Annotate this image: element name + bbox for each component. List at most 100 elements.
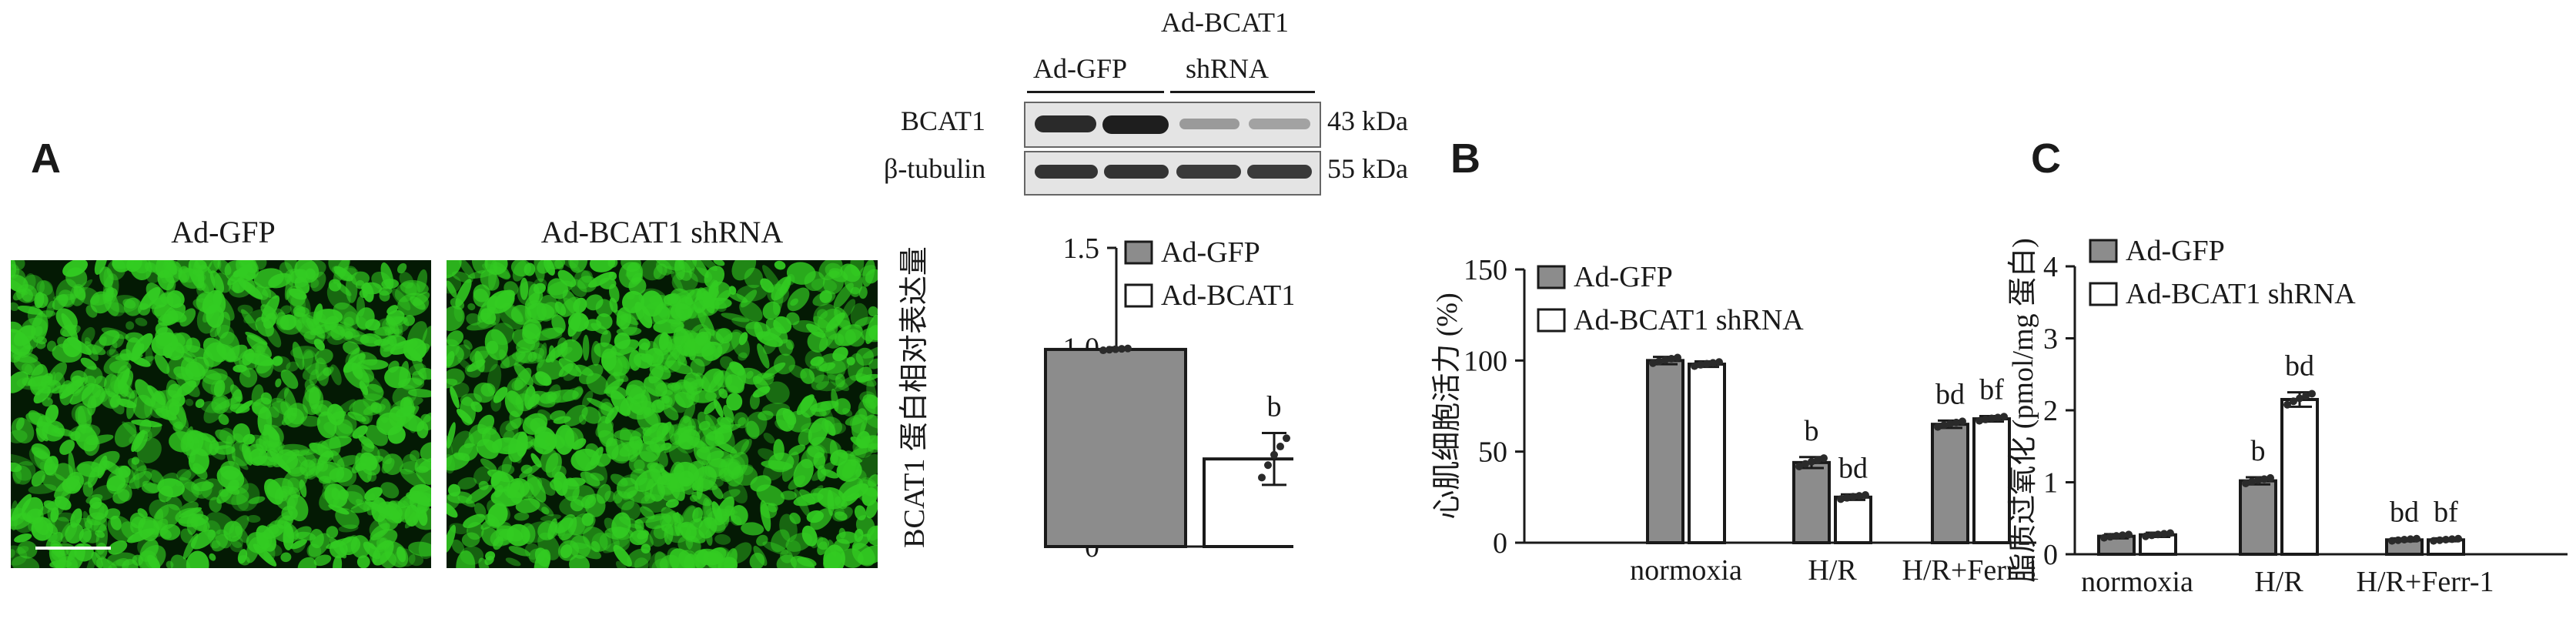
- cell-spot: [741, 522, 764, 536]
- cell-spot: [729, 439, 750, 459]
- cell-spot: [857, 545, 878, 565]
- cell-spot: [396, 262, 407, 274]
- x-tick-label: H/R: [1808, 554, 1857, 587]
- cell-spot: [284, 260, 298, 273]
- cell-spot: [58, 289, 75, 308]
- legend-entry: Ad-GFP: [1161, 236, 1260, 269]
- cell-spot: [451, 539, 465, 554]
- cell-spot: [417, 269, 428, 293]
- cell-spot: [240, 309, 258, 331]
- cell-spot: [45, 300, 55, 319]
- cell-spot: [578, 363, 604, 385]
- blot-group2-label-line2: shRNA: [1186, 53, 1270, 84]
- cell-spot: [11, 260, 17, 278]
- cell-spot: [171, 416, 182, 430]
- blot-row2-size: 55 kDa: [1327, 153, 1408, 184]
- cell-spot: [537, 532, 560, 560]
- cell-spot: [497, 525, 524, 542]
- data-point: [1655, 357, 1663, 366]
- cell-spot: [463, 339, 473, 350]
- data-point: [1697, 360, 1705, 369]
- cell-spot: [457, 477, 477, 490]
- cell-spot: [272, 356, 291, 373]
- cell-spot: [259, 429, 280, 451]
- cell-spot: [95, 530, 105, 538]
- cell-spot: [514, 367, 532, 391]
- data-point: [2100, 533, 2108, 542]
- cell-spot: [15, 546, 29, 554]
- data-point: [1814, 456, 1822, 464]
- cell-spot: [605, 373, 621, 395]
- cell-spot: [530, 417, 547, 434]
- data-point: [2290, 397, 2297, 406]
- cell-spot: [45, 531, 63, 551]
- data-point: [2283, 400, 2291, 409]
- cell-spot: [599, 532, 620, 552]
- cell-spot: [520, 436, 534, 450]
- cell-spot: [520, 277, 529, 300]
- cell-spot: [123, 297, 142, 316]
- cell-spot: [780, 490, 797, 500]
- cell-spot: [790, 298, 798, 306]
- cell-spot: [170, 554, 192, 568]
- cell-spot: [11, 493, 32, 521]
- cell-spot: [366, 499, 380, 516]
- cell-spot: [717, 416, 731, 429]
- cell-spot: [806, 510, 824, 523]
- cell-spot: [45, 517, 55, 530]
- cell-spot: [109, 295, 139, 313]
- cell-spot: [551, 465, 567, 480]
- cell-spot: [564, 427, 584, 450]
- cell-spot: [15, 460, 36, 481]
- cell-spot: [547, 389, 579, 403]
- cell-spot: [557, 540, 580, 561]
- cell-spot: [467, 359, 486, 373]
- cell-spot: [100, 556, 113, 568]
- cell-spot: [192, 463, 208, 480]
- cell-spot: [567, 313, 581, 337]
- cell-spot: [388, 360, 400, 373]
- cell-spot: [199, 433, 216, 443]
- micrograph-ad-bcat1-shrna: [447, 260, 878, 568]
- legend-entry: Ad-BCAT1 shRNA: [1574, 304, 1804, 336]
- cell-spot: [59, 440, 75, 455]
- cell-spot: [362, 383, 384, 401]
- blot-group1-label: Ad-GFP: [1033, 53, 1128, 84]
- cell-spot: [65, 267, 88, 289]
- data-point: [1703, 359, 1711, 368]
- cell-spot: [865, 394, 878, 409]
- cell-spot: [24, 273, 36, 292]
- cell-spot: [17, 305, 44, 315]
- cell-spot: [629, 426, 647, 443]
- cell-spot: [617, 346, 641, 370]
- data-point: [1715, 358, 1723, 366]
- y-tick-label: 2: [2043, 395, 2058, 427]
- cell-spot: [537, 343, 547, 369]
- cell-spot: [811, 436, 841, 454]
- cell-spot: [132, 333, 153, 357]
- cell-spot: [254, 260, 267, 270]
- cell-spot: [420, 442, 431, 463]
- cell-spot: [724, 505, 735, 517]
- cell-spot: [533, 283, 546, 294]
- cell-spot: [447, 435, 453, 467]
- cell-spot: [22, 377, 33, 386]
- cell-spot: [493, 386, 508, 403]
- cell-spot: [721, 489, 741, 500]
- cell-spot: [376, 501, 403, 520]
- cell-spot: [245, 331, 268, 346]
- cell-spot: [149, 390, 182, 410]
- cell-spot: [582, 334, 590, 361]
- cell-spot: [36, 279, 53, 296]
- cell-spot: [661, 395, 671, 404]
- cell-spot: [838, 527, 846, 539]
- cell-spot: [158, 485, 173, 503]
- cell-spot: [233, 364, 247, 373]
- blot-band: [1179, 119, 1239, 129]
- cell-spot: [634, 459, 645, 471]
- data-point: [1988, 414, 1996, 423]
- cell-spot: [714, 533, 731, 545]
- cell-spot: [638, 338, 651, 350]
- cell-spot: [358, 352, 378, 366]
- cell-spot: [113, 370, 134, 395]
